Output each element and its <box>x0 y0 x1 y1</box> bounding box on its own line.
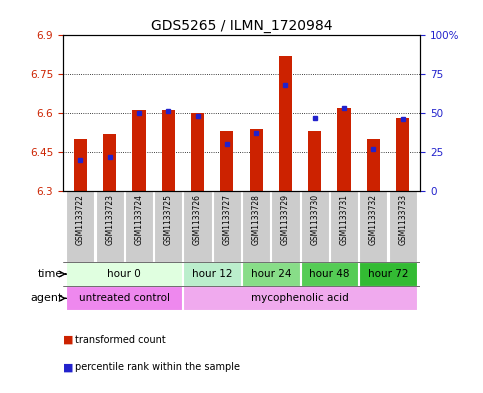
Text: ■: ■ <box>63 335 73 345</box>
Text: GSM1133722: GSM1133722 <box>76 194 85 245</box>
Bar <box>301 191 329 262</box>
Text: hour 48: hour 48 <box>309 269 350 279</box>
Text: GSM1133733: GSM1133733 <box>398 194 407 245</box>
Bar <box>96 191 124 262</box>
Text: hour 12: hour 12 <box>192 269 232 279</box>
Bar <box>279 56 292 191</box>
Text: GSM1133728: GSM1133728 <box>252 194 261 245</box>
Text: ■: ■ <box>63 362 73 373</box>
Bar <box>103 134 116 191</box>
Bar <box>74 139 87 191</box>
Bar <box>184 262 241 286</box>
Text: time: time <box>38 269 63 279</box>
Bar <box>301 262 358 286</box>
Text: hour 72: hour 72 <box>368 269 408 279</box>
Bar <box>271 191 299 262</box>
Text: GSM1133730: GSM1133730 <box>310 194 319 245</box>
Bar <box>242 262 299 286</box>
Text: agent: agent <box>31 293 63 303</box>
Bar <box>308 131 321 191</box>
Text: untreated control: untreated control <box>79 293 170 303</box>
Bar <box>330 191 358 262</box>
Title: GDS5265 / ILMN_1720984: GDS5265 / ILMN_1720984 <box>151 19 332 33</box>
Bar <box>132 110 145 191</box>
Bar <box>213 191 241 262</box>
Text: percentile rank within the sample: percentile rank within the sample <box>75 362 240 373</box>
Bar <box>191 113 204 191</box>
Bar <box>367 139 380 191</box>
Bar <box>66 286 182 310</box>
Text: hour 0: hour 0 <box>107 269 141 279</box>
Bar <box>184 191 212 262</box>
Bar <box>388 191 417 262</box>
Text: GSM1133725: GSM1133725 <box>164 194 173 245</box>
Bar <box>66 191 95 262</box>
Bar <box>359 191 387 262</box>
Text: GSM1133732: GSM1133732 <box>369 194 378 245</box>
Text: GSM1133723: GSM1133723 <box>105 194 114 245</box>
Text: transformed count: transformed count <box>75 335 166 345</box>
Bar <box>162 110 175 191</box>
Text: GSM1133726: GSM1133726 <box>193 194 202 245</box>
Bar <box>154 191 182 262</box>
Text: GSM1133727: GSM1133727 <box>222 194 231 245</box>
Text: hour 24: hour 24 <box>251 269 291 279</box>
Bar <box>184 286 417 310</box>
Bar <box>359 262 417 286</box>
Bar <box>220 131 233 191</box>
Bar <box>338 108 351 191</box>
Bar <box>242 191 270 262</box>
Text: GSM1133729: GSM1133729 <box>281 194 290 245</box>
Text: mycophenolic acid: mycophenolic acid <box>251 293 349 303</box>
Bar <box>66 262 182 286</box>
Text: GSM1133724: GSM1133724 <box>134 194 143 245</box>
Text: GSM1133731: GSM1133731 <box>340 194 349 245</box>
Bar <box>125 191 153 262</box>
Bar <box>396 118 409 191</box>
Bar <box>250 129 263 191</box>
